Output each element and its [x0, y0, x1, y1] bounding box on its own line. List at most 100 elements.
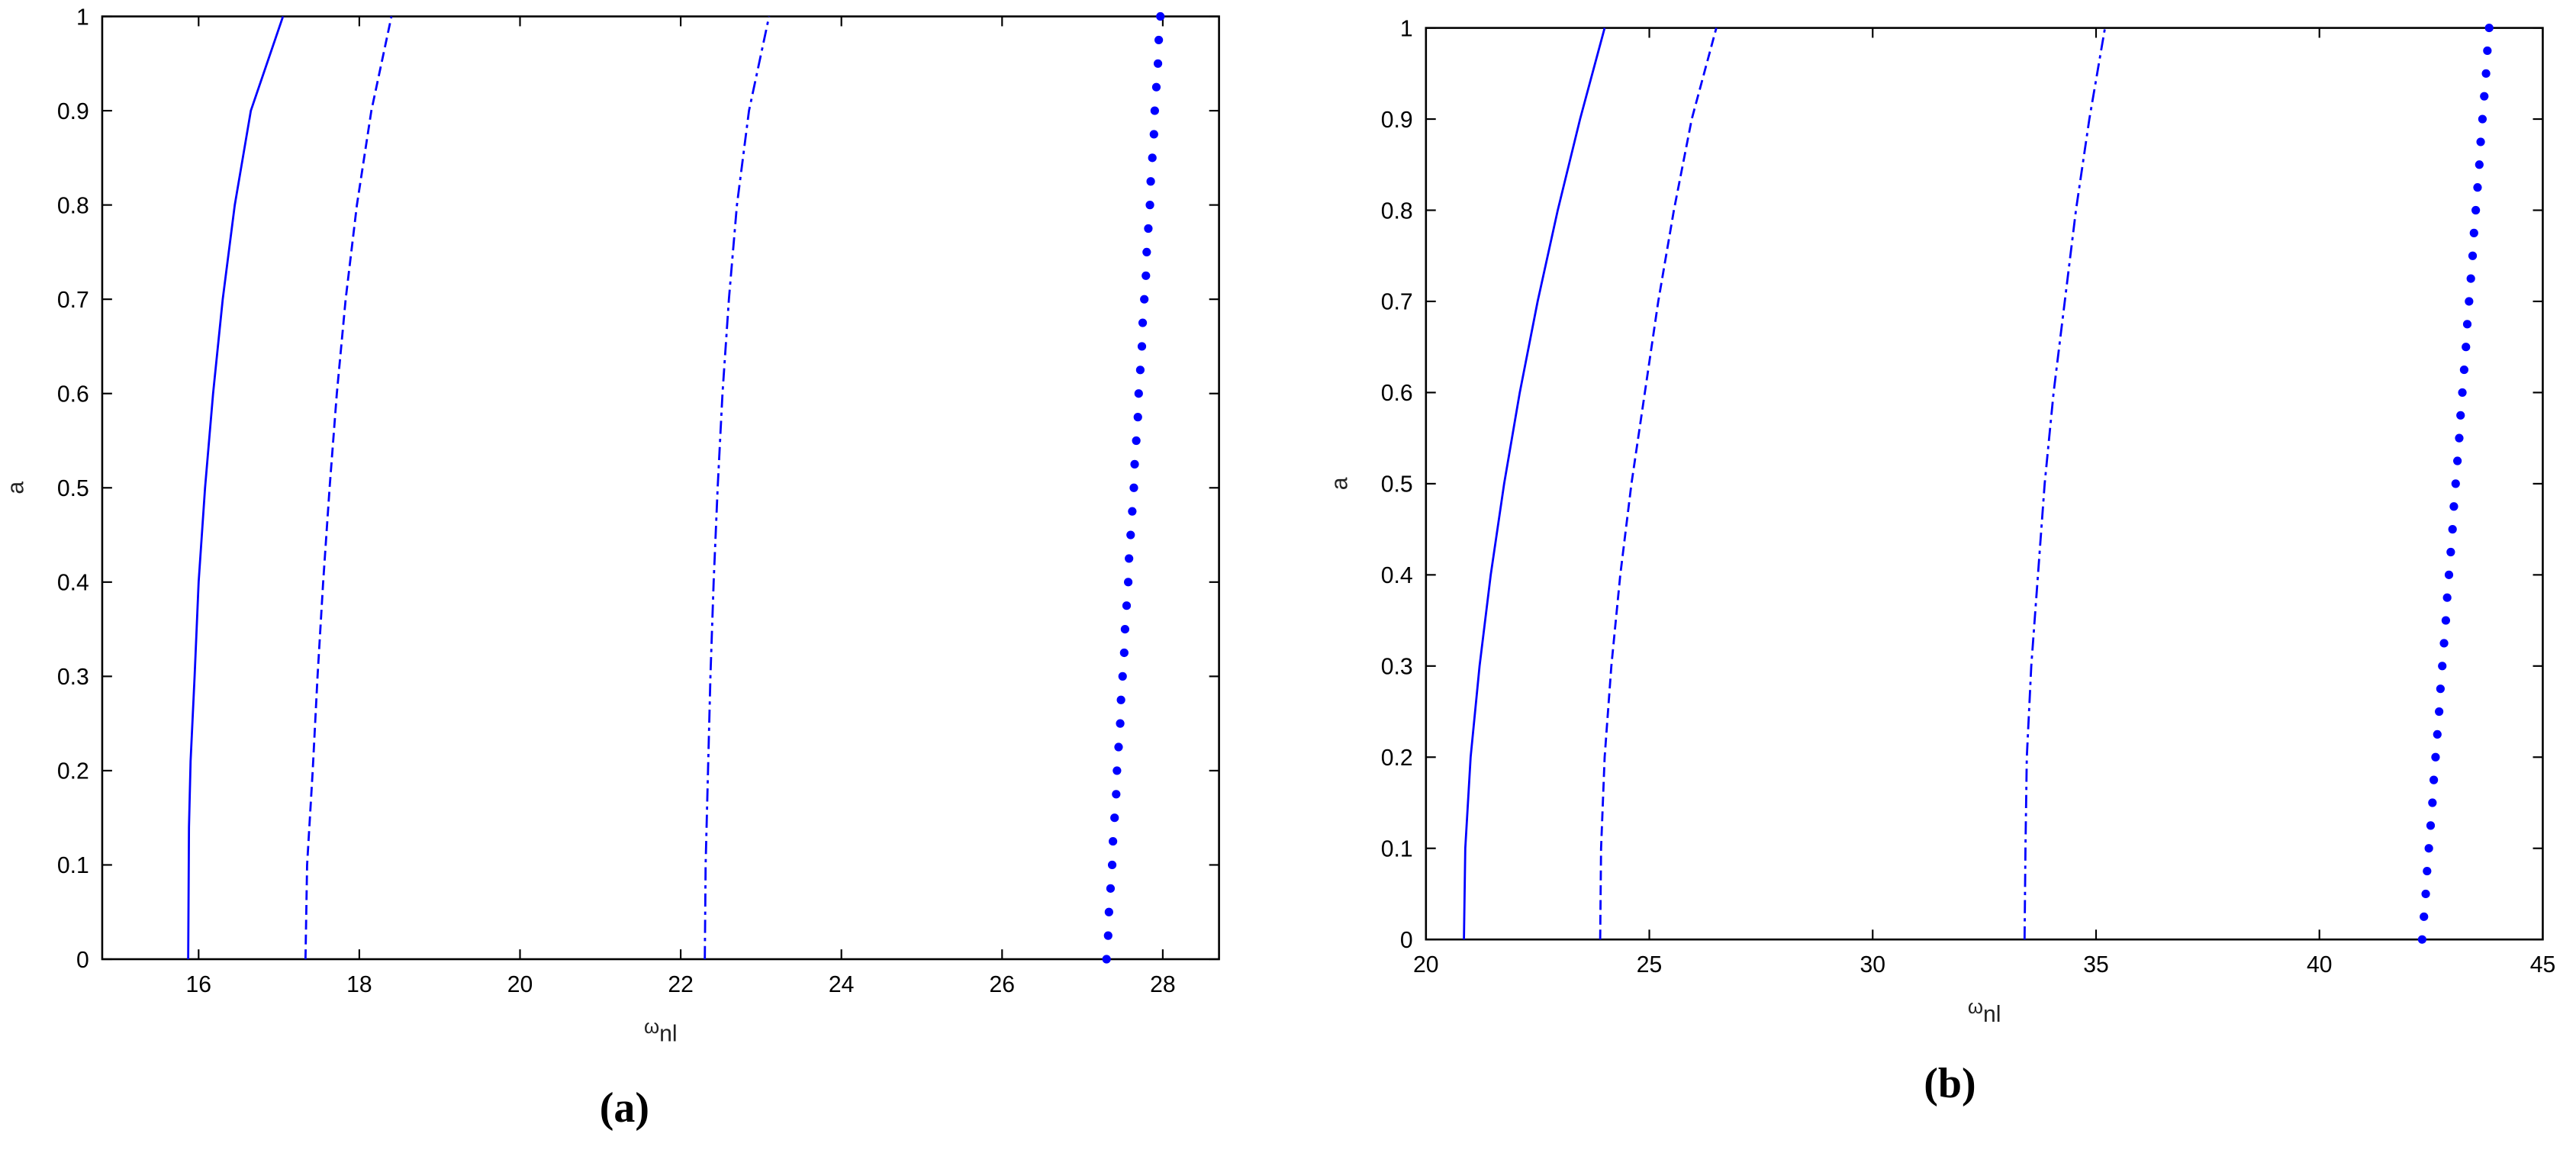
data-point — [2433, 729, 2442, 739]
data-point — [1134, 389, 1143, 398]
data-point — [1125, 554, 1134, 563]
data-point — [1116, 695, 1125, 704]
y-tick-label: 1 — [76, 5, 89, 30]
data-point — [1109, 836, 1118, 846]
data-point — [2462, 343, 2471, 352]
data-point — [2451, 479, 2460, 488]
data-point — [2473, 183, 2482, 192]
data-point — [1145, 201, 1154, 210]
data-point — [1110, 813, 1119, 823]
data-point — [2478, 114, 2487, 124]
y-axis-label: a — [1327, 477, 1352, 490]
data-point — [2436, 684, 2445, 694]
data-point — [1114, 742, 1123, 752]
x-tick-label: 22 — [668, 972, 694, 997]
caption: (a) — [600, 1084, 649, 1132]
x-tick-label: 16 — [186, 972, 212, 997]
data-point — [1153, 59, 1163, 68]
x-tick-label: 26 — [990, 972, 1016, 997]
y-tick-label: 0.5 — [1381, 472, 1413, 498]
data-point — [2449, 502, 2458, 511]
data-point — [2475, 160, 2484, 169]
data-point — [2466, 274, 2475, 283]
data-point — [2428, 798, 2437, 807]
data-point — [2459, 365, 2469, 375]
data-point — [2480, 92, 2489, 101]
data-line — [304, 16, 393, 960]
data-point — [1130, 459, 1139, 469]
data-point — [2471, 205, 2481, 215]
data-point — [1151, 82, 1161, 92]
data-point — [1129, 483, 1138, 492]
x-tick-label: 35 — [2083, 952, 2109, 977]
data-point — [1106, 884, 1116, 893]
data-point — [1140, 295, 1149, 304]
data-point — [2462, 320, 2472, 329]
data-point — [2444, 570, 2454, 579]
plot-area — [101, 15, 1220, 961]
data-point — [1142, 247, 1151, 256]
data-point — [1107, 860, 1117, 870]
data-point — [2424, 844, 2433, 853]
x-axis-label-symbol: ω — [644, 1016, 659, 1038]
data-point — [2441, 616, 2451, 625]
y-tick-label: 1 — [1400, 16, 1413, 41]
data-point — [1148, 153, 1157, 163]
data-point — [2421, 889, 2430, 899]
data-point — [2476, 137, 2485, 147]
y-tick-label: 0 — [76, 948, 89, 973]
data-point — [2442, 593, 2452, 602]
y-tick-label: 0.6 — [1381, 381, 1413, 406]
data-point — [1141, 271, 1151, 280]
x-axis-label-subscript: nl — [659, 1022, 677, 1047]
data-point — [1103, 931, 1113, 940]
data-point — [1149, 130, 1158, 139]
data-point — [2448, 525, 2457, 534]
x-tick-label: 30 — [1860, 952, 1886, 977]
x-tick-label: 25 — [1637, 952, 1663, 977]
data-point — [1122, 601, 1132, 610]
data-point — [1118, 672, 1127, 681]
y-tick-label: 0.1 — [1381, 836, 1413, 862]
data-point — [1132, 436, 1141, 446]
data-point — [1144, 224, 1153, 233]
data-point — [2453, 456, 2462, 465]
x-tick-label: 20 — [507, 972, 533, 997]
x-axis-label: ωnl — [644, 1016, 678, 1047]
data-line — [187, 16, 285, 960]
data-point — [1124, 578, 1133, 587]
x-axis-label-subscript: nl — [1983, 1002, 2001, 1027]
y-tick-label: 0.7 — [1381, 290, 1413, 315]
data-point — [2417, 935, 2426, 944]
x-tick-label: 20 — [1413, 952, 1439, 977]
data-point — [1135, 366, 1145, 375]
y-tick-label: 0.4 — [57, 571, 89, 596]
data-point — [1102, 955, 1111, 964]
data-point — [1112, 790, 1121, 799]
data-point — [1113, 766, 1122, 775]
data-point — [2456, 411, 2465, 420]
data-point — [2469, 228, 2478, 237]
data-point — [2465, 297, 2474, 306]
data-line — [1463, 27, 1606, 940]
y-tick-label: 0 — [1400, 928, 1413, 953]
data-point — [2458, 388, 2467, 398]
x-axis-label-symbol: ω — [1968, 997, 1983, 1018]
y-tick-label: 0.1 — [57, 853, 89, 878]
data-point — [1156, 11, 1165, 21]
data-point — [2431, 752, 2440, 762]
x-axis-label: ωnl — [1968, 997, 2001, 1027]
data-line — [2023, 27, 2107, 940]
y-tick-label: 0.8 — [1381, 198, 1413, 224]
x-tick-label: 40 — [2307, 952, 2333, 977]
y-tick-label: 0.6 — [57, 382, 89, 407]
chart: 0 0.1 0.2 0.3 0.4 0.5 0.6 0.7 0.8 0.9 1 16 18 20 22 24 2… — [4, 5, 1220, 1132]
data-point — [2438, 662, 2447, 671]
y-tick-label: 0.8 — [57, 193, 89, 218]
y-tick-label: 0.4 — [1381, 563, 1413, 588]
data-point — [2481, 69, 2491, 78]
data-point — [2468, 251, 2478, 260]
data-point — [2423, 866, 2432, 876]
data-point — [1146, 177, 1155, 186]
data-point — [1154, 35, 1164, 45]
